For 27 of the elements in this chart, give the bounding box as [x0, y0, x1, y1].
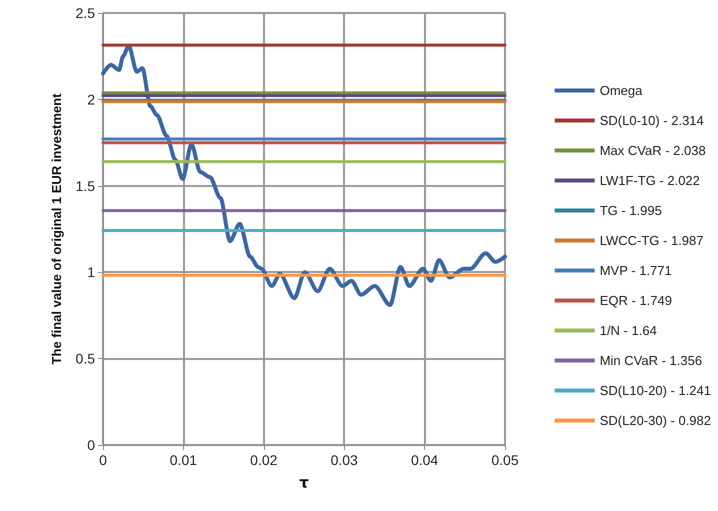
x-tick-label: 0.02: [250, 452, 278, 468]
legend-label: EQR - 1.749: [600, 293, 672, 308]
legend-label: SD(L10-20) - 1.241: [600, 383, 711, 398]
y-tick-label: 2: [87, 91, 96, 108]
x-tick-label: 0.05: [491, 452, 519, 468]
y-tick-label: 1: [87, 264, 96, 280]
x-axis-title: τ: [299, 474, 310, 492]
x-tick-label: 0.04: [410, 452, 438, 468]
line-series: [101, 44, 507, 308]
x-tick-label: 0.03: [330, 452, 358, 468]
x-tick-label: 0: [99, 452, 108, 468]
y-tick-label: 0: [87, 437, 96, 453]
legend-label: Omega: [600, 83, 644, 98]
legend-label: Max CVaR - 2.038: [600, 143, 706, 158]
y-tick-label: 0.5: [76, 350, 96, 367]
legend-label: Min CVaR - 1.356: [600, 353, 702, 368]
legend-label: LWCC-TG - 1.987: [600, 233, 704, 248]
legend-label: SD(L0-10) - 2.314: [600, 113, 704, 128]
legend-label: LW1F-TG - 2.022: [600, 173, 700, 188]
legend-label: TG - 1.995: [600, 203, 662, 218]
legend-label: MVP - 1.771: [600, 263, 672, 278]
x-tick-label: 0.01: [170, 452, 198, 468]
legend-label: 1/N - 1.64: [600, 323, 657, 338]
legend-label: SD(L20-30) - 0.982: [600, 413, 711, 428]
y-tick-label: 1.5: [76, 178, 96, 194]
y-axis-title: The final value of original 1 EUR investment: [49, 92, 64, 364]
y-tick-label: 2.5: [76, 5, 96, 21]
